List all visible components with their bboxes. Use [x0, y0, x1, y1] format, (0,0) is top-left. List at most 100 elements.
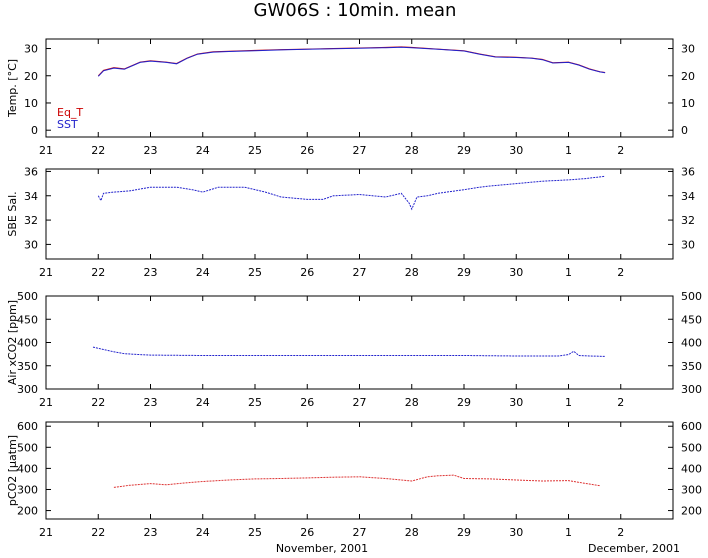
- x-tick-label: 29: [457, 396, 471, 409]
- y-tick-label-right: 300: [681, 483, 702, 496]
- x-tick-label: 22: [91, 144, 105, 157]
- x-tick-label: 26: [300, 526, 314, 539]
- y-tick-label-right: 500: [681, 441, 702, 454]
- x-tick-label: 25: [248, 144, 262, 157]
- plot-frame: [45, 38, 674, 138]
- plot-frame: [45, 421, 674, 520]
- x-tick-label: 1: [565, 526, 572, 539]
- x-tick-label: 1: [565, 266, 572, 279]
- y-tick-label-right: 400: [681, 337, 702, 350]
- y-tick-label-right: 300: [681, 383, 702, 396]
- series-line-sst: [97, 46, 606, 77]
- series-line: [113, 474, 600, 488]
- footer-left-month: November, 2001: [276, 542, 368, 555]
- y-tick-label-left: 30: [24, 43, 38, 56]
- y-tick-label-left: 400: [17, 462, 38, 475]
- x-tick-label: 2: [617, 526, 624, 539]
- x-tick-label: 28: [405, 526, 419, 539]
- x-tick-label: 28: [405, 396, 419, 409]
- x-tick-label: 23: [144, 144, 158, 157]
- x-tick-label: 22: [91, 396, 105, 409]
- plot-frame: [45, 168, 674, 260]
- y-tick-label-right: 600: [681, 420, 702, 433]
- x-tick-label: 30: [509, 144, 523, 157]
- y-tick-label-right: 30: [681, 43, 695, 56]
- x-tick-label: 29: [457, 266, 471, 279]
- x-tick-label: 27: [353, 526, 367, 539]
- y-tick-label-left: 34: [24, 190, 38, 203]
- y-tick-label-left: 10: [24, 97, 38, 110]
- y-axis-label: pCO2 [μatm]: [6, 435, 19, 506]
- y-tick-label-right: 34: [681, 190, 695, 203]
- y-tick-label-left: 0: [31, 124, 38, 137]
- y-tick-label-right: 450: [681, 313, 702, 326]
- x-tick-label: 30: [509, 396, 523, 409]
- x-tick-label: 27: [353, 396, 367, 409]
- y-tick-label-right: 350: [681, 360, 702, 373]
- x-tick-label: 2: [617, 396, 624, 409]
- x-tick-label: 26: [300, 266, 314, 279]
- y-tick-label-right: 32: [681, 214, 695, 227]
- y-tick-label-left: 500: [17, 290, 38, 303]
- y-tick-label-left: 32: [24, 214, 38, 227]
- y-tick-label-right: 30: [681, 238, 695, 251]
- y-tick-label-left: 450: [17, 313, 38, 326]
- x-tick-label: 25: [248, 396, 262, 409]
- x-tick-label: 2: [617, 266, 624, 279]
- series-line: [97, 175, 606, 211]
- y-axis-label: Air xCO2 [ppm]: [6, 300, 19, 385]
- chart-title: GW06S : 10min. mean: [254, 0, 457, 21]
- x-tick-label: 23: [144, 266, 158, 279]
- x-tick-label: 24: [196, 396, 210, 409]
- y-tick-label-left: 500: [17, 441, 38, 454]
- x-tick-label: 21: [39, 266, 53, 279]
- y-tick-label-left: 36: [24, 165, 38, 178]
- y-tick-label-left: 30: [24, 238, 38, 251]
- series-line-eq-t: [97, 46, 606, 77]
- x-tick-label: 21: [39, 396, 53, 409]
- legend-entry-sst: SST: [57, 118, 78, 131]
- x-tick-label: 28: [405, 266, 419, 279]
- series-line: [92, 346, 606, 357]
- x-tick-label: 27: [353, 144, 367, 157]
- x-tick-label: 24: [196, 144, 210, 157]
- y-tick-label-right: 20: [681, 70, 695, 83]
- y-tick-label-left: 20: [24, 70, 38, 83]
- x-tick-label: 26: [300, 144, 314, 157]
- x-tick-label: 25: [248, 526, 262, 539]
- x-tick-label: 23: [144, 396, 158, 409]
- y-tick-label-right: 200: [681, 505, 702, 518]
- x-tick-label: 1: [565, 396, 572, 409]
- x-tick-label: 1: [565, 144, 572, 157]
- x-tick-label: 2: [617, 144, 624, 157]
- y-tick-label-right: 0: [681, 124, 688, 137]
- y-tick-label-left: 350: [17, 360, 38, 373]
- x-tick-label: 21: [39, 144, 53, 157]
- x-tick-label: 30: [509, 266, 523, 279]
- x-tick-label: 24: [196, 526, 210, 539]
- y-tick-label-left: 600: [17, 420, 38, 433]
- y-tick-label-left: 300: [17, 383, 38, 396]
- x-tick-label: 29: [457, 144, 471, 157]
- x-tick-label: 29: [457, 526, 471, 539]
- x-tick-label: 22: [91, 526, 105, 539]
- y-tick-label-left: 400: [17, 337, 38, 350]
- x-tick-label: 28: [405, 144, 419, 157]
- y-tick-label-right: 36: [681, 165, 695, 178]
- y-tick-label-left: 200: [17, 505, 38, 518]
- panel-1: 0 0 10 10 20 20 30 30 21 22 23 24 25 26 27 28 29 30 1 2 Temp…: [6, 38, 695, 157]
- panel-2: 30 30 32 32 34 34 36 36 21 22 23 24 25 26 27 28 29 30 1 2 SB…: [6, 165, 695, 279]
- x-tick-label: 23: [144, 526, 158, 539]
- footer-right-month: December, 2001: [588, 542, 680, 555]
- x-tick-label: 30: [509, 526, 523, 539]
- legend-entry-eq-t: Eq_T: [57, 106, 83, 119]
- x-tick-label: 26: [300, 396, 314, 409]
- y-tick-label-right: 500: [681, 290, 702, 303]
- x-tick-label: 25: [248, 266, 262, 279]
- x-tick-label: 22: [91, 266, 105, 279]
- plot-frame: [45, 295, 674, 390]
- y-tick-label-right: 400: [681, 462, 702, 475]
